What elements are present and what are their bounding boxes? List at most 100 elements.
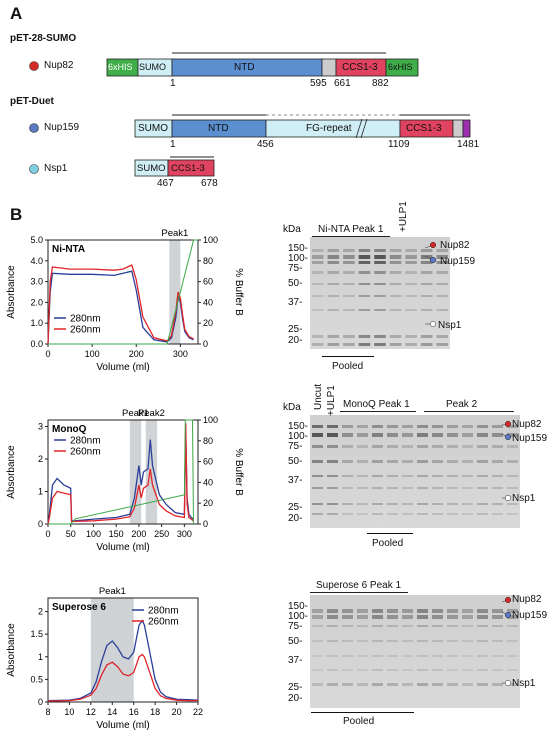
gel-band — [432, 460, 443, 463]
gel-band — [312, 445, 323, 448]
gel-band — [402, 503, 413, 505]
gel-band — [436, 309, 448, 311]
gel-band — [357, 475, 368, 477]
nup159-sumo-label: SUMO — [138, 123, 168, 134]
nup159-ntd-label: NTD — [208, 123, 229, 134]
gel-band — [358, 343, 371, 346]
gel-band — [417, 625, 428, 627]
260nm-line — [47, 264, 194, 345]
gel-band — [343, 283, 355, 285]
gel-band — [327, 433, 338, 437]
gel-band — [387, 460, 398, 463]
gel-band — [436, 295, 448, 297]
gel-band — [343, 309, 355, 311]
nsp1-n467: 467 — [157, 178, 174, 189]
gel-band — [402, 625, 413, 627]
gel-band — [447, 640, 458, 642]
gel-band — [477, 625, 488, 627]
gel-band — [357, 615, 368, 619]
gel-band — [507, 487, 518, 489]
gel-band — [417, 425, 428, 428]
marker-dot — [504, 433, 512, 441]
gel-band — [327, 640, 338, 642]
gel-band — [447, 475, 458, 477]
gel-band — [312, 460, 323, 463]
gel-band — [477, 425, 488, 428]
gel-band — [436, 343, 448, 346]
gel2-pooled: Pooled — [372, 538, 404, 549]
gel-band — [342, 625, 353, 627]
gel-band — [327, 271, 340, 274]
marker-dot — [504, 420, 512, 428]
nup159-dot — [29, 123, 39, 133]
legend-label: 280nm — [70, 314, 101, 325]
gel-band — [374, 271, 386, 274]
ladder-marker: 100- — [288, 253, 309, 264]
gel-band — [477, 513, 488, 515]
nup159-n1: 1 — [170, 139, 176, 150]
gel-band — [417, 683, 428, 686]
gel-band — [417, 640, 428, 642]
gel-band — [462, 683, 473, 686]
y-axis-label: Absorbance — [6, 265, 17, 319]
marker-dot — [429, 241, 437, 249]
gel3-image — [310, 595, 520, 708]
gel-band — [327, 683, 338, 686]
gel-band — [447, 683, 458, 686]
y2-tick-label: 40 — [203, 297, 213, 307]
gel1-nup159-label: Nup159 — [440, 256, 476, 267]
gel-band — [372, 445, 383, 448]
gel-band — [432, 615, 443, 619]
gel-band — [387, 425, 398, 428]
nup82-dot — [29, 61, 39, 71]
gel-band — [462, 640, 473, 642]
nup159-gap — [452, 119, 464, 138]
gel-band — [387, 475, 398, 477]
peak-label: Peak1 — [122, 408, 149, 419]
gel-band — [389, 261, 402, 264]
gel-band — [402, 669, 413, 671]
gel-band — [387, 669, 398, 671]
gel-band — [417, 609, 428, 613]
y2-tick-label: 60 — [203, 457, 213, 467]
ladder-marker: 50- — [288, 636, 303, 647]
gel-band — [432, 513, 443, 515]
gel-band — [372, 503, 383, 505]
construct-diagram — [29, 52, 471, 177]
gel-band — [374, 283, 386, 285]
nup82-ccs-label: CCS1-3 — [342, 62, 378, 73]
y-tick-label: 2.0 — [30, 297, 43, 307]
gel-band — [358, 271, 371, 274]
gel-band — [507, 445, 518, 448]
gel-band — [342, 615, 353, 619]
chart-title: MonoQ — [52, 424, 87, 435]
gel-band — [417, 503, 428, 505]
gel-band — [387, 655, 398, 657]
gel-band — [389, 283, 402, 285]
gel-band — [462, 655, 473, 657]
gel-band — [312, 255, 324, 259]
x-tick-label: 200 — [129, 349, 144, 359]
gel-band — [389, 343, 402, 346]
nup159-n456: 456 — [257, 139, 274, 150]
gel-band — [492, 625, 503, 627]
nup82-n1: 1 — [170, 78, 176, 89]
gel-band — [372, 487, 383, 489]
gel-band — [432, 655, 443, 657]
gel-band — [477, 669, 488, 671]
peak-region — [145, 420, 158, 524]
gel-band — [327, 460, 338, 463]
gel-band — [374, 249, 386, 252]
gel-band — [405, 271, 417, 274]
gel-band — [387, 625, 398, 627]
peak-label: Peak1 — [161, 228, 188, 239]
gel-band — [492, 609, 503, 613]
plot-frame — [47, 597, 199, 703]
gel1-nsp1-label: Nsp1 — [438, 320, 462, 331]
gel-band — [343, 343, 355, 346]
gel-band — [507, 433, 518, 437]
gel-band — [462, 475, 473, 477]
y2-tick-label: 0 — [203, 519, 208, 529]
x-tick-label: 0 — [45, 529, 50, 539]
gel-band — [357, 609, 368, 613]
